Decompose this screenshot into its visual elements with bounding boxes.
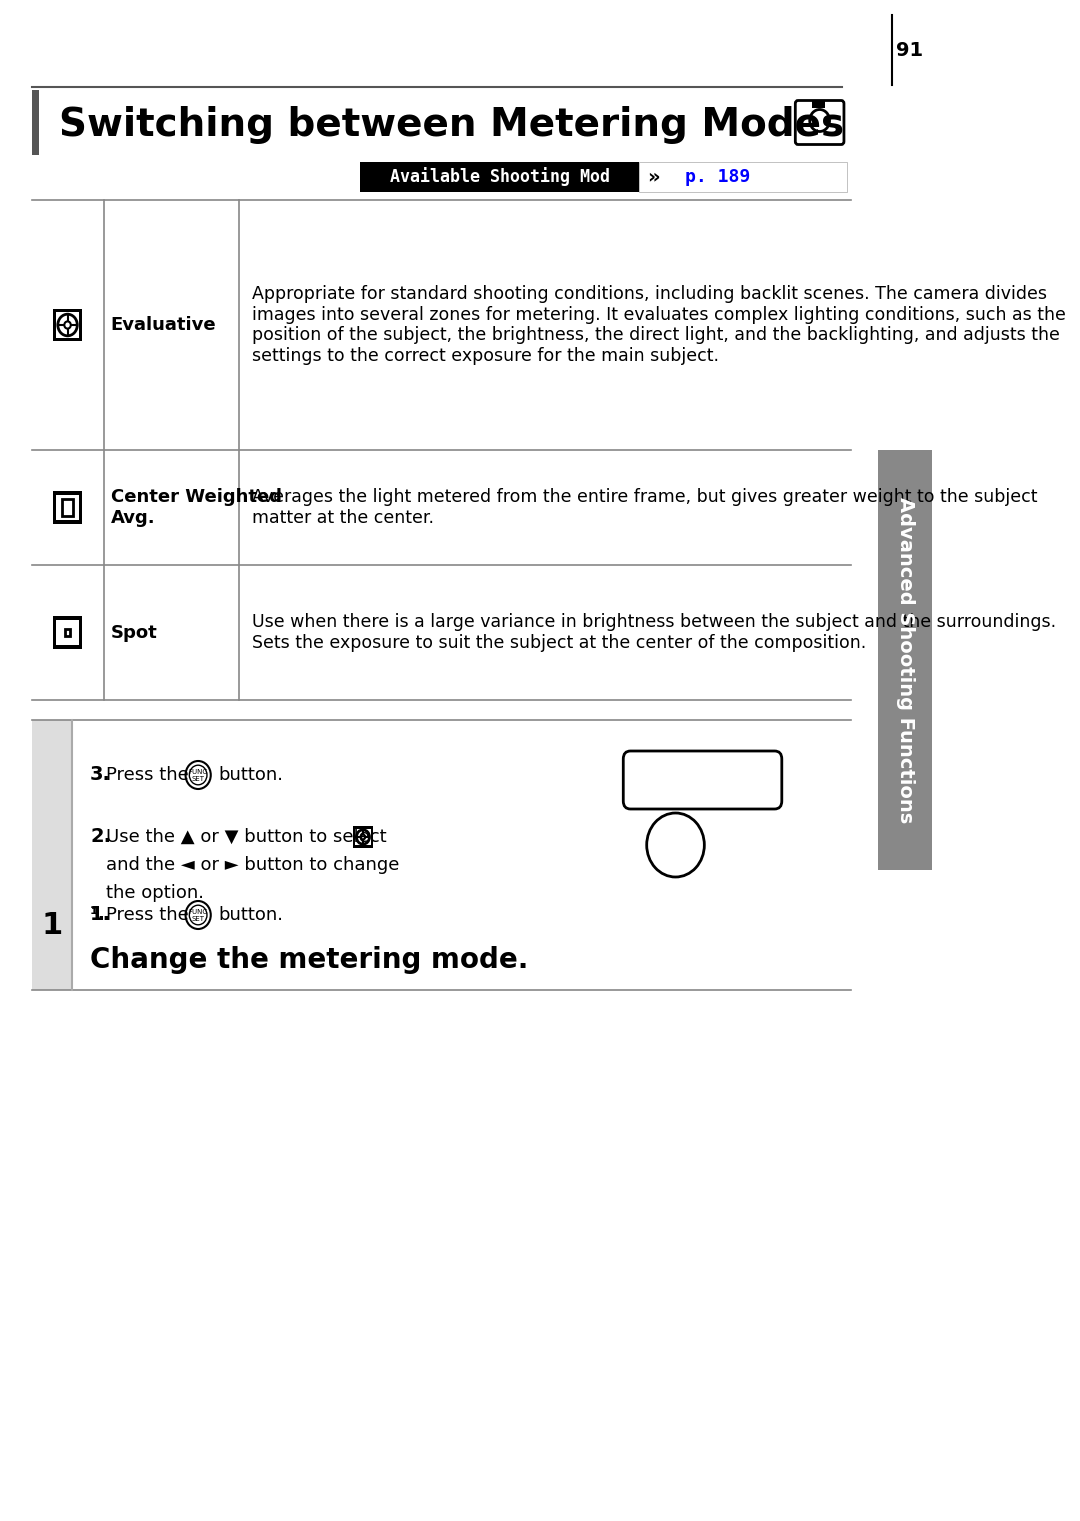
Bar: [53, 491, 82, 523]
Text: Advanced Shooting Functions: Advanced Shooting Functions: [895, 497, 915, 823]
Text: Appropriate for standard shooting conditions, including backlit scenes. The came: Appropriate for standard shooting condit…: [253, 284, 1066, 365]
Text: Switching between Metering Modes: Switching between Metering Modes: [58, 105, 843, 143]
Text: 2.: 2.: [90, 827, 111, 847]
Bar: [639, 163, 847, 192]
Bar: [355, 829, 370, 846]
Text: Averages the light metered from the entire frame, but gives greater weight to th: Averages the light metered from the enti…: [253, 488, 1038, 526]
Text: FUNC: FUNC: [189, 770, 207, 776]
Bar: [31, 719, 72, 990]
Text: p. 189: p. 189: [685, 167, 750, 186]
Text: Spot: Spot: [111, 624, 158, 642]
Text: Change the metering mode.: Change the metering mode.: [90, 946, 528, 973]
Bar: [53, 309, 82, 341]
Bar: [65, 630, 70, 636]
Text: 91: 91: [896, 41, 923, 59]
Bar: [56, 494, 79, 520]
Text: button.: button.: [218, 907, 283, 923]
FancyBboxPatch shape: [623, 751, 782, 809]
Bar: [31, 90, 39, 155]
Text: 1: 1: [41, 911, 63, 940]
Text: Press the: Press the: [106, 907, 189, 923]
Bar: [56, 312, 79, 338]
Text: SET: SET: [191, 916, 204, 922]
Bar: [361, 163, 639, 192]
Text: 1.: 1.: [90, 905, 111, 925]
Text: FUNC: FUNC: [189, 910, 207, 916]
Text: 3.: 3.: [90, 765, 111, 785]
FancyBboxPatch shape: [31, 90, 842, 155]
Bar: [812, 100, 825, 108]
Text: Evaluative: Evaluative: [111, 316, 216, 335]
Text: and the ◄ or ► button to change: and the ◄ or ► button to change: [106, 856, 400, 875]
Bar: [62, 499, 73, 516]
Text: Use the ▲ or ▼ button to select: Use the ▲ or ▼ button to select: [106, 827, 387, 846]
Text: ¹.: ¹.: [90, 905, 106, 925]
Bar: [53, 616, 82, 648]
Text: Use when there is a large variance in brightness between the subject and the sur: Use when there is a large variance in br…: [253, 613, 1056, 653]
Text: the option.: the option.: [106, 884, 204, 902]
Text: Press the: Press the: [106, 767, 189, 783]
Text: button.: button.: [218, 767, 283, 783]
Text: Available Shooting Mod: Available Shooting Mod: [390, 167, 610, 187]
Bar: [878, 450, 932, 870]
Bar: [353, 826, 373, 847]
Bar: [56, 621, 79, 645]
Text: SET: SET: [191, 776, 204, 782]
Text: Center Weighted
Avg.: Center Weighted Avg.: [111, 488, 282, 526]
FancyBboxPatch shape: [795, 100, 843, 144]
Text: »: »: [647, 167, 659, 187]
